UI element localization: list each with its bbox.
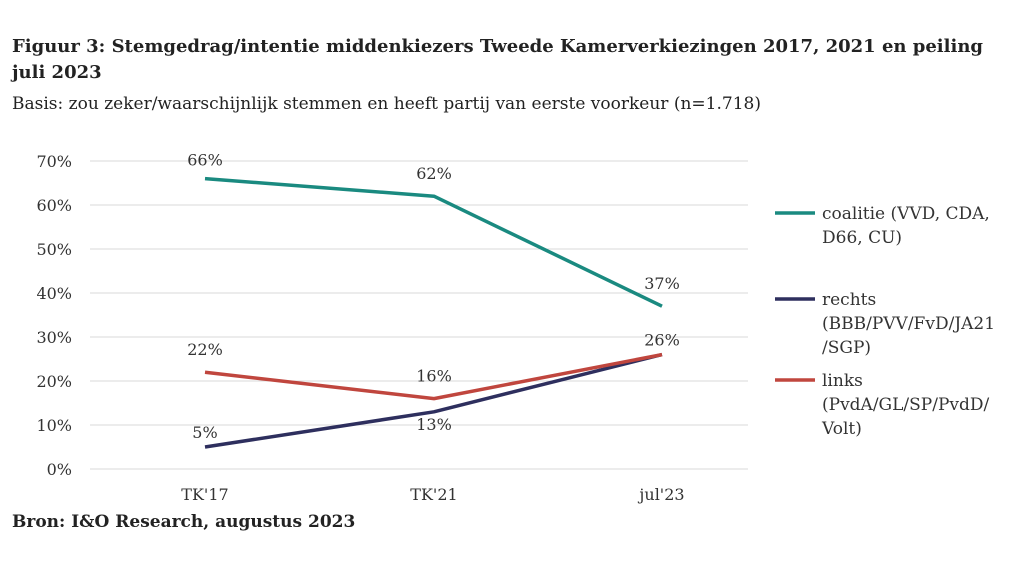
series-line <box>204 352 663 449</box>
legend-label: Volt) <box>821 419 862 439</box>
y-axis: 0% 10% 20% 30% 40% 50% 60% 70% <box>36 152 72 479</box>
legend-label: rechts <box>822 290 876 310</box>
legend-label: (BBB/PVV/FvD/JA21 <box>822 314 995 334</box>
data-label: 22% <box>187 340 223 359</box>
legend-label: links <box>822 371 863 391</box>
series-line <box>204 176 663 308</box>
data-label: 16% <box>416 367 452 386</box>
data-labels: 66% 62% 37% 5% 13% 26% 22% 16% <box>187 151 680 442</box>
data-label: 66% <box>187 151 223 170</box>
source-note: Bron: I&O Research, augustus 2023 <box>12 512 356 532</box>
x-tick-label: jul'23 <box>637 485 684 504</box>
legend-label: D66, CU) <box>822 228 902 248</box>
legend-label: coalitie (VVD, CDA, <box>822 204 990 224</box>
legend-label: /SGP) <box>822 338 871 358</box>
data-label: 13% <box>416 415 452 434</box>
x-tick-label: TK'21 <box>410 485 457 504</box>
data-label: 62% <box>416 164 452 183</box>
y-tick-label: 10% <box>36 416 72 435</box>
y-tick-label: 70% <box>36 152 72 171</box>
x-tick-label: TK'17 <box>181 485 228 504</box>
y-tick-label: 60% <box>36 196 72 215</box>
y-tick-label: 50% <box>36 240 72 259</box>
chart-subtitle: Basis: zou zeker/waarschijnlijk stemmen … <box>12 94 761 114</box>
y-tick-label: 40% <box>36 284 72 303</box>
chart-title: Figuur 3: Stemgedrag/intentie middenkiez… <box>12 36 983 83</box>
data-label: 5% <box>192 423 217 442</box>
data-label: 26% <box>644 331 680 350</box>
y-tick-label: 20% <box>36 372 72 391</box>
x-axis: TK'17 TK'21 jul'23 <box>181 485 684 504</box>
y-tick-label: 30% <box>36 328 72 347</box>
y-tick-label: 0% <box>47 460 72 479</box>
series-lines <box>204 176 663 449</box>
legend-label: (PvdA/GL/SP/PvdD/ <box>822 395 990 415</box>
legend: coalitie (VVD, CDA, D66, CU) rechts (BBB/PV… <box>775 204 995 439</box>
series-line <box>204 352 663 401</box>
data-label: 37% <box>644 274 680 293</box>
